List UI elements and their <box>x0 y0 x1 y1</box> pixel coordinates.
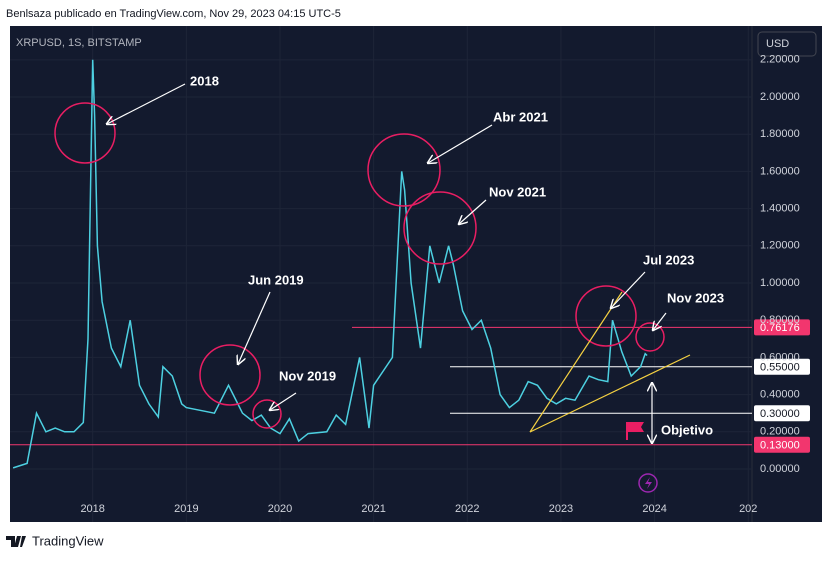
annotation: Nov 2023 <box>667 290 724 305</box>
annotation: Nov 2019 <box>279 368 336 383</box>
x-tick-label: 2021 <box>361 503 385 515</box>
x-tick-label: 2019 <box>174 503 198 515</box>
y-tick-label: 0.20000 <box>760 426 800 438</box>
level-label: 0.30000 <box>760 408 800 420</box>
annotation: Jul 2023 <box>643 252 694 267</box>
flag <box>626 422 644 440</box>
level-label: 0.13000 <box>760 440 800 452</box>
level-label-box <box>754 319 810 336</box>
header-title: Benlsaza publicado en TradingView.com, N… <box>6 8 341 20</box>
x-tick-label: 2023 <box>549 503 573 515</box>
currency: USD <box>766 38 789 50</box>
footer-logo <box>6 536 26 547</box>
wedge <box>529 291 691 433</box>
y-tick-label: 1.40000 <box>760 203 800 215</box>
y-tick-label: 1.80000 <box>760 128 800 140</box>
y-tick-label: 2.20000 <box>760 54 800 66</box>
x-tick-label: 2018 <box>80 503 104 515</box>
x-tick-label: 202 <box>739 503 757 515</box>
currency-box[interactable] <box>757 31 817 57</box>
price-line <box>12 59 648 469</box>
alert-icon[interactable] <box>638 473 658 493</box>
y-tick-label: 2.00000 <box>760 91 800 103</box>
annotation: Nov 2021 <box>489 184 546 199</box>
level-label: 0.55000 <box>760 362 800 374</box>
x-tick-label: 2020 <box>268 503 292 515</box>
x-tick-label: 2024 <box>642 503 666 515</box>
level-label-box <box>754 358 810 375</box>
level-label-box <box>754 405 810 422</box>
annotation: Abr 2021 <box>493 109 548 124</box>
circles <box>54 102 665 429</box>
annotation: 2018 <box>190 73 219 88</box>
symbol: XRPUSD, 1S, BITSTAMP <box>16 37 142 49</box>
y-tick-label: 1.00000 <box>760 277 800 289</box>
x-tick-label: 2022 <box>455 503 479 515</box>
level-label: 0.76176 <box>760 322 800 334</box>
chart-panel <box>10 26 822 522</box>
y-tick-label: 0.80000 <box>760 314 800 326</box>
y-tick-label: 0.40000 <box>760 389 800 401</box>
annotation: Jun 2019 <box>248 272 304 287</box>
y-tick-label: 1.60000 <box>760 165 800 177</box>
y-tick-label: 0.00000 <box>760 463 800 475</box>
arrows <box>107 83 667 443</box>
y-tick-label: 1.20000 <box>760 240 800 252</box>
level-label-box <box>754 436 810 453</box>
y-tick-label: 0.60000 <box>760 351 800 363</box>
footer-brand: TradingView <box>32 533 104 548</box>
annotation: Objetivo <box>661 422 713 437</box>
